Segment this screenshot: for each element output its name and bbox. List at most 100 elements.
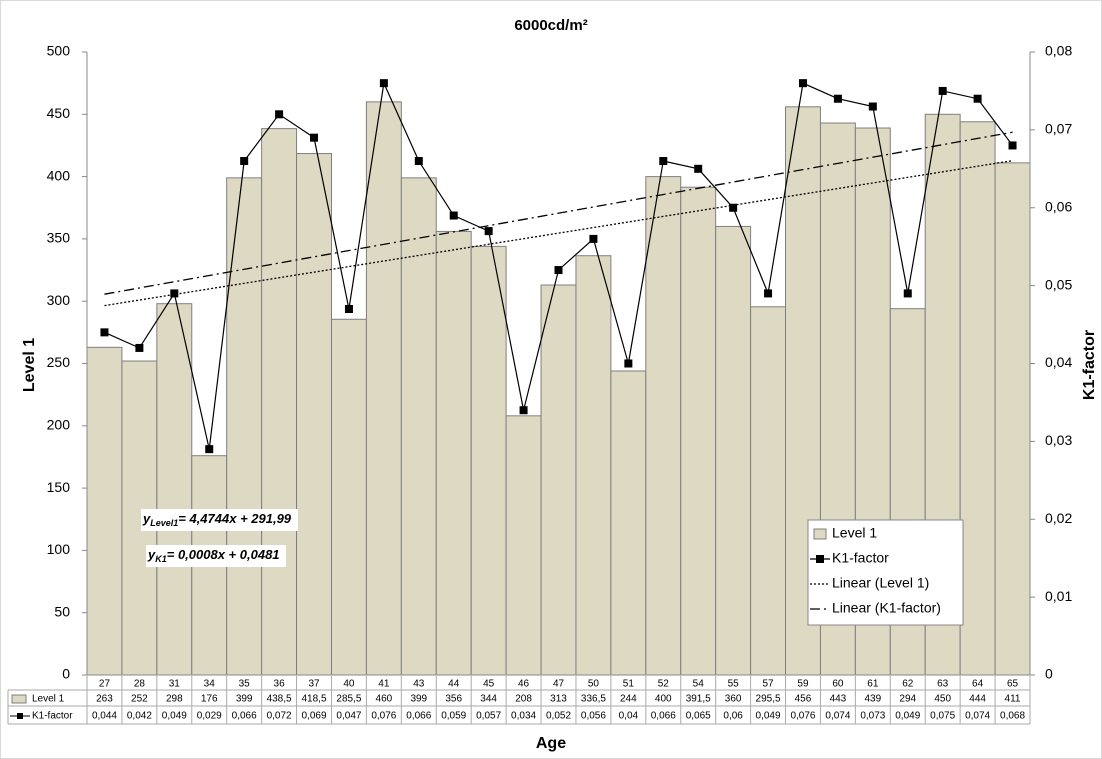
equation-prefix: y: [147, 547, 156, 562]
table-value: 263: [96, 694, 113, 705]
table-value: 298: [166, 694, 183, 705]
table-value: 0,076: [371, 711, 396, 722]
x-tick-label: 28: [134, 679, 146, 690]
x-tick-label: 31: [169, 679, 181, 690]
y-tick-label: 200: [47, 417, 71, 433]
x-tick-label: 27: [99, 679, 111, 690]
legend-swatch: [813, 528, 827, 540]
marker: [764, 289, 773, 298]
table-value: 0,065: [686, 711, 711, 722]
y2-axis-title: K1-factor: [1081, 330, 1098, 400]
marker: [659, 157, 668, 166]
table-value: 0,074: [965, 711, 990, 722]
table-value: 438,5: [267, 694, 292, 705]
bar: [540, 284, 577, 676]
x-tick-label: 62: [902, 679, 914, 690]
legend-swatch: [816, 555, 824, 563]
x-tick-label: 60: [832, 679, 844, 690]
bar: [261, 128, 298, 676]
table-value: 439: [864, 694, 881, 705]
table-value: 391,5: [686, 694, 711, 705]
marker: [344, 304, 353, 313]
table-value: 0,057: [476, 711, 501, 722]
table-key: [11, 694, 27, 704]
marker: [1008, 141, 1017, 150]
marker: [275, 110, 284, 119]
marker: [205, 445, 214, 454]
trendline-equation: yLevel1= 4,4744x + 291,99: [142, 511, 292, 528]
table-value: 0,034: [511, 711, 536, 722]
x-tick-label: 65: [1007, 679, 1019, 690]
bar: [435, 230, 472, 676]
table-value: 399: [410, 694, 427, 705]
trendline: [104, 160, 1013, 307]
y-tick-label: 250: [47, 354, 71, 370]
equation-subscript: Level1: [150, 518, 178, 528]
y2-tick-label: 0,03: [1045, 432, 1072, 448]
bar: [575, 255, 612, 676]
y-axis-title: Level 1: [21, 338, 38, 392]
table-value: 0,049: [895, 711, 920, 722]
table-value: 0,047: [336, 711, 361, 722]
legend-box: [807, 519, 964, 626]
x-tick-label: 52: [658, 679, 670, 690]
bar: [994, 162, 1031, 676]
table-value: 460: [376, 694, 393, 705]
equation-subscript: K1: [155, 554, 167, 564]
table-value: 0,076: [790, 711, 815, 722]
y2-tick-label: 0,05: [1045, 276, 1072, 292]
table-value: 0,075: [930, 711, 955, 722]
marker: [449, 211, 458, 220]
table-value: 0,029: [197, 711, 222, 722]
x-tick-label: 44: [448, 679, 460, 690]
y-tick-label: 100: [47, 541, 71, 557]
table-value: 295,5: [756, 694, 781, 705]
table-value: 344: [480, 694, 497, 705]
x-tick-label: 40: [343, 679, 355, 690]
marker: [484, 227, 493, 236]
table-value: 0,074: [825, 711, 850, 722]
table-value: 443: [830, 694, 847, 705]
y2-tick-label: 0,08: [1045, 43, 1072, 59]
table-value: 0,066: [406, 711, 431, 722]
table-value: 0,072: [267, 711, 292, 722]
x-tick-label: 63: [937, 679, 949, 690]
marker: [868, 102, 877, 111]
table-value: 176: [201, 694, 218, 705]
y2-tick-label: 0,04: [1045, 354, 1072, 370]
table-value: 0,052: [546, 711, 571, 722]
trendline: [104, 131, 1013, 295]
marker: [938, 86, 947, 95]
marker: [100, 328, 109, 337]
table-value: 0,073: [860, 711, 885, 722]
equation-body: = 4,4744x + 291,99: [178, 511, 292, 526]
legend-label: Level 1: [832, 525, 877, 541]
y-tick-label: 350: [47, 230, 71, 246]
marker: [729, 203, 738, 212]
table-value: 400: [655, 694, 672, 705]
table-row-header: K1-factor: [32, 711, 73, 722]
table-value: 0,068: [1000, 711, 1025, 722]
equation-bg: [141, 509, 298, 531]
table-value: 244: [620, 694, 637, 705]
table-value: 0,04: [619, 711, 639, 722]
legend-label: Linear (K1-factor): [832, 600, 941, 616]
x-tick-label: 34: [204, 679, 216, 690]
marker: [798, 79, 807, 88]
bar: [750, 306, 787, 676]
bar: [86, 346, 123, 676]
table-value: 0,049: [162, 711, 187, 722]
table-value: 0,044: [92, 711, 117, 722]
table-value: 0,049: [756, 711, 781, 722]
x-tick-label: 41: [378, 679, 390, 690]
x-tick-label: 54: [693, 679, 705, 690]
table-value: 444: [969, 694, 986, 705]
table-value: 0,06: [723, 711, 743, 722]
y2-tick-label: 0,07: [1045, 121, 1072, 137]
bar: [959, 121, 996, 676]
table-key: [17, 713, 23, 719]
bar: [226, 177, 263, 676]
x-axis-title: Age: [536, 735, 566, 752]
table-value: 0,066: [232, 711, 257, 722]
